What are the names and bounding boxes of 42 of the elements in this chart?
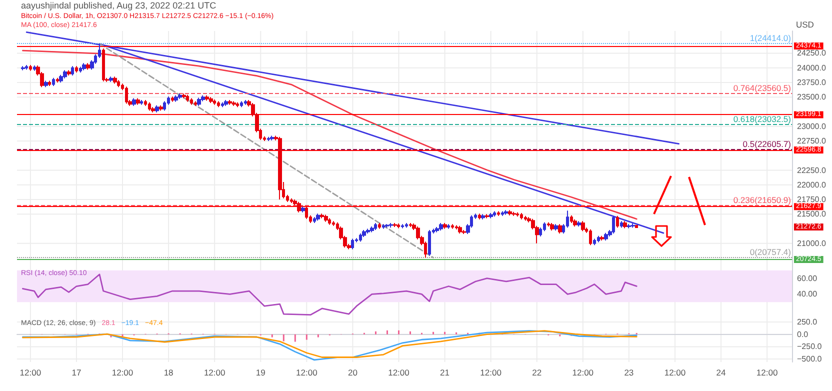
y-tick-label: 24250.0 — [797, 48, 826, 58]
y-tick-label: −250.0 — [797, 342, 822, 352]
y-tick-label: 23750.0 — [797, 78, 826, 87]
x-tick-label: 12:00 — [296, 368, 318, 378]
y-tick-label: 21500.0 — [797, 210, 826, 219]
x-tick-label: 12:00 — [480, 368, 502, 378]
ref-line-label: 1(24414.0) — [750, 33, 792, 44]
x-tick-label: 23 — [624, 368, 634, 378]
x-tick-label: 12:00 — [572, 368, 594, 378]
y-axis-title: USD — [796, 20, 814, 30]
x-tick-label: 18 — [164, 368, 174, 378]
x-tick-label: 12:00 — [204, 368, 226, 378]
y-tick-label: 60.00 — [797, 274, 818, 283]
y-tick-label: 22750.0 — [797, 136, 826, 146]
ref-line-label: 0.5(22605.7) — [742, 138, 792, 149]
x-tick-label: 12:00 — [664, 368, 686, 378]
x-tick-label: 22 — [532, 368, 542, 378]
y-tick-label: 21000.0 — [797, 238, 826, 248]
x-tick-label: 19 — [256, 368, 266, 378]
y-tick-label: 21750.0 — [797, 195, 826, 204]
y-tick-label: 40.00 — [797, 290, 818, 299]
y-tick-label: 23500.0 — [797, 92, 826, 102]
ref-line-label: 0.764(23560.5) — [733, 83, 792, 94]
y-tick-label: 23000.0 — [797, 122, 826, 131]
y-tick-label: 250.0 — [797, 318, 818, 326]
y-tick-label: 0.0 — [797, 330, 809, 339]
x-tick-label: 12:00 — [20, 368, 42, 378]
x-tick-label: 12:00 — [112, 368, 134, 378]
ref-line-label: 0.236(21650.9) — [733, 194, 792, 205]
ref-line-label: 0.618(23032.5) — [733, 114, 792, 124]
x-tick-label: 17 — [72, 368, 82, 378]
x-tick-label: 20 — [348, 368, 358, 378]
y-tick-label: 24000.0 — [797, 63, 826, 72]
x-tick-label: 21 — [440, 368, 450, 378]
y-tick-label: −500.0 — [797, 354, 822, 364]
x-tick-label: 12:00 — [388, 368, 410, 378]
x-tick-label: 24 — [716, 368, 726, 378]
ref-line-label: 0(20757.4) — [750, 247, 792, 258]
chart-title: aayushjindal published, Aug 23, 2022 02:21 UTC — [21, 0, 217, 10]
y-tick-label: 22250.0 — [797, 166, 826, 175]
x-tick-label: 12:00 — [756, 368, 778, 378]
y-tick-label: 22000.0 — [797, 180, 826, 190]
